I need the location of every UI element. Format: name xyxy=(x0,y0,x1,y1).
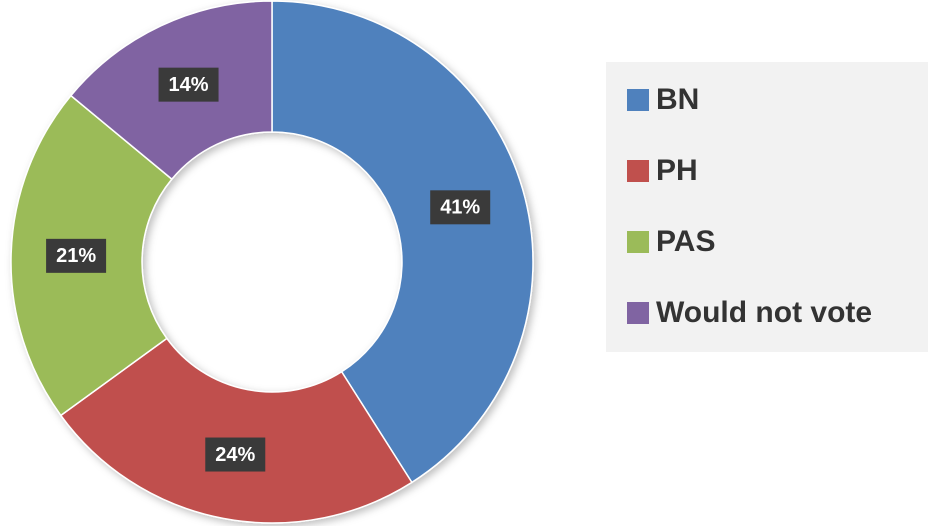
donut-slice xyxy=(59,337,413,524)
data-label: 24% xyxy=(215,444,255,466)
legend-label: Would not vote xyxy=(656,296,872,329)
legend-label: PH xyxy=(656,154,698,187)
data-label-box xyxy=(205,437,266,472)
legend-label: BN xyxy=(656,83,699,116)
donut xyxy=(10,0,534,524)
data-label-box xyxy=(46,238,107,273)
data-label-box xyxy=(158,67,219,102)
legend-swatch xyxy=(627,231,649,253)
data-label: 41% xyxy=(440,197,480,219)
legend-swatch xyxy=(627,302,649,324)
data-label-box xyxy=(430,190,491,225)
legend-swatch xyxy=(627,160,649,182)
donut-slice xyxy=(271,0,534,484)
data-label: 14% xyxy=(169,74,209,96)
legend-swatch xyxy=(627,89,649,111)
data-label: 21% xyxy=(56,245,96,267)
legend-box xyxy=(606,62,928,352)
legend-label: PAS xyxy=(656,225,715,258)
